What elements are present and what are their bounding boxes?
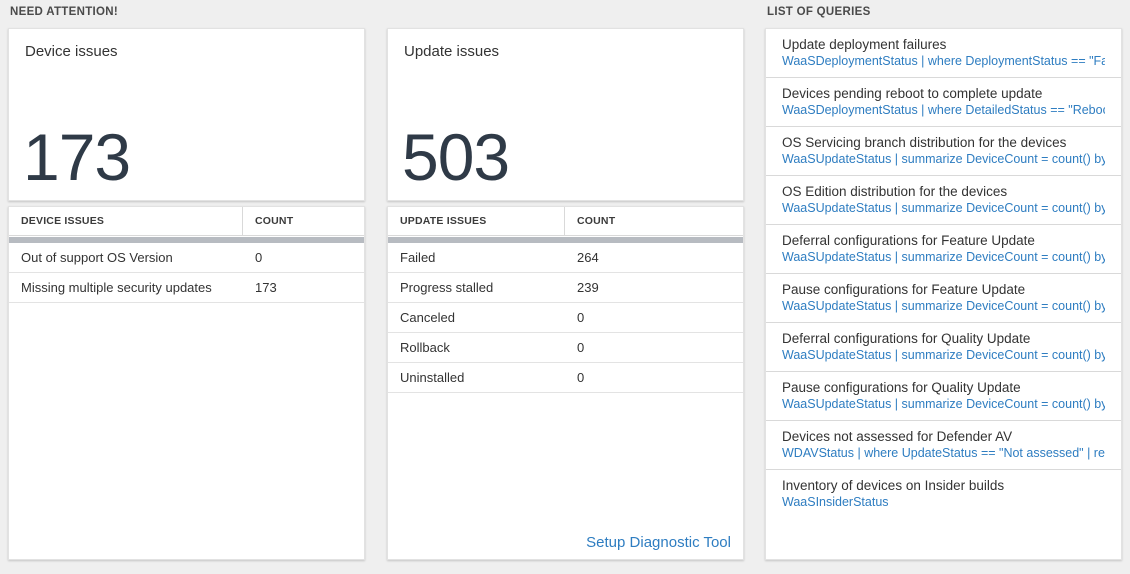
query-list-item[interactable]: Pause configurations for Feature Update … bbox=[766, 274, 1121, 323]
update-issues-summary-tile[interactable]: Update issues 503 bbox=[387, 28, 744, 201]
query-list-item[interactable]: Inventory of devices on Insider builds W… bbox=[766, 470, 1121, 518]
query-item-title: Pause configurations for Feature Update bbox=[782, 282, 1026, 297]
query-list-tile: Update deployment failures WaaSDeploymen… bbox=[765, 28, 1122, 560]
query-list-item[interactable]: Deferral configurations for Quality Upda… bbox=[766, 323, 1121, 372]
device-issues-header-label: DEVICE ISSUES bbox=[9, 207, 243, 235]
query-list-item[interactable]: Devices pending reboot to complete updat… bbox=[766, 78, 1121, 127]
update-issues-table-header: UPDATE ISSUES COUNT bbox=[388, 207, 743, 236]
update-issues-header-count: COUNT bbox=[577, 215, 616, 227]
query-list-item[interactable]: OS Servicing branch distribution for the… bbox=[766, 127, 1121, 176]
row-count: 239 bbox=[577, 280, 599, 295]
device-issues-title: Device issues bbox=[25, 43, 118, 60]
query-item-query-text: WDAVStatus | where UpdateStatus == "Not … bbox=[782, 446, 1105, 460]
query-item-title: Pause configurations for Quality Update bbox=[782, 380, 1021, 395]
query-item-title: Deferral configurations for Quality Upda… bbox=[782, 331, 1031, 346]
query-item-query-text: WaaSDeploymentStatus | where DetailedSta… bbox=[782, 103, 1105, 117]
device-issues-header-count: COUNT bbox=[255, 215, 294, 227]
query-item-query-text: WaaSUpdateStatus | summarize DeviceCount… bbox=[782, 201, 1105, 215]
query-item-query-text: WaaSUpdateStatus | summarize DeviceCount… bbox=[782, 299, 1105, 313]
query-item-title: OS Edition distribution for the devices bbox=[782, 184, 1008, 199]
row-label: Rollback bbox=[400, 340, 450, 355]
row-count: 0 bbox=[577, 310, 585, 325]
query-item-query-text: WaaSDeploymentStatus | where DeploymentS… bbox=[782, 54, 1105, 68]
query-item-query-text: WaaSInsiderStatus bbox=[782, 495, 889, 509]
query-item-title: OS Servicing branch distribution for the… bbox=[782, 135, 1067, 150]
setup-diagnostic-tool-link[interactable]: Setup Diagnostic Tool bbox=[586, 534, 731, 551]
query-list-item[interactable]: Devices not assessed for Defender AV WDA… bbox=[766, 421, 1121, 470]
table-row[interactable]: Failed 264 bbox=[388, 243, 743, 273]
query-list-item[interactable]: Pause configurations for Quality Update … bbox=[766, 372, 1121, 421]
table-row[interactable]: Rollback 0 bbox=[388, 333, 743, 363]
row-label: Uninstalled bbox=[400, 370, 465, 385]
row-count: 0 bbox=[255, 250, 263, 265]
row-label: Failed bbox=[400, 250, 436, 265]
query-item-title: Update deployment failures bbox=[782, 37, 947, 52]
list-of-queries-heading: LIST OF QUERIES bbox=[767, 6, 871, 18]
device-issues-summary-tile[interactable]: Device issues 173 bbox=[8, 28, 365, 201]
update-issues-count: 503 bbox=[402, 120, 510, 194]
query-item-title: Devices pending reboot to complete updat… bbox=[782, 86, 1043, 101]
row-count: 173 bbox=[255, 280, 277, 295]
query-item-query-text: WaaSUpdateStatus | summarize DeviceCount… bbox=[782, 397, 1105, 411]
query-item-query-text: WaaSUpdateStatus | summarize DeviceCount… bbox=[782, 250, 1105, 264]
query-item-title: Deferral configurations for Feature Upda… bbox=[782, 233, 1035, 248]
query-item-title: Inventory of devices on Insider builds bbox=[782, 478, 1005, 493]
need-attention-column-devices: NEED ATTENTION! Device issues 173 DEVICE… bbox=[8, 0, 365, 560]
row-count: 0 bbox=[577, 370, 585, 385]
query-item-title: Devices not assessed for Defender AV bbox=[782, 429, 1013, 444]
table-scrollbar[interactable] bbox=[9, 237, 364, 243]
table-row[interactable]: Uninstalled 0 bbox=[388, 363, 743, 393]
device-issues-table-tile: DEVICE ISSUES COUNT Out of support OS Ve… bbox=[8, 206, 365, 560]
query-item-query-text: WaaSUpdateStatus | summarize DeviceCount… bbox=[782, 348, 1105, 362]
update-issues-table-tile: UPDATE ISSUES COUNT Failed 264 Progress … bbox=[387, 206, 744, 560]
row-label: Out of support OS Version bbox=[21, 250, 173, 265]
query-list-item[interactable]: OS Edition distribution for the devices … bbox=[766, 176, 1121, 225]
device-issues-rows: Out of support OS Version 0 Missing mult… bbox=[9, 243, 364, 303]
table-row[interactable]: Progress stalled 239 bbox=[388, 273, 743, 303]
table-row[interactable]: Out of support OS Version 0 bbox=[9, 243, 364, 273]
query-item-query-text: WaaSUpdateStatus | summarize DeviceCount… bbox=[782, 152, 1105, 166]
table-scrollbar[interactable] bbox=[388, 237, 743, 243]
table-row[interactable]: Canceled 0 bbox=[388, 303, 743, 333]
need-attention-heading: NEED ATTENTION! bbox=[10, 6, 118, 18]
update-issues-rows: Failed 264 Progress stalled 239 Canceled… bbox=[388, 243, 743, 393]
row-count: 264 bbox=[577, 250, 599, 265]
update-issues-title: Update issues bbox=[404, 43, 500, 60]
update-issues-header-label: UPDATE ISSUES bbox=[388, 207, 565, 235]
table-row[interactable]: Missing multiple security updates 173 bbox=[9, 273, 364, 303]
query-list: Update deployment failures WaaSDeploymen… bbox=[766, 29, 1121, 518]
query-list-item[interactable]: Deferral configurations for Feature Upda… bbox=[766, 225, 1121, 274]
row-count: 0 bbox=[577, 340, 585, 355]
list-of-queries-column: LIST OF QUERIES Update deployment failur… bbox=[765, 0, 1122, 560]
query-list-item[interactable]: Update deployment failures WaaSDeploymen… bbox=[766, 29, 1121, 78]
row-label: Missing multiple security updates bbox=[21, 280, 212, 295]
device-issues-table-header: DEVICE ISSUES COUNT bbox=[9, 207, 364, 236]
row-label: Canceled bbox=[400, 310, 455, 325]
row-label: Progress stalled bbox=[400, 280, 494, 295]
device-issues-count: 173 bbox=[23, 120, 131, 194]
